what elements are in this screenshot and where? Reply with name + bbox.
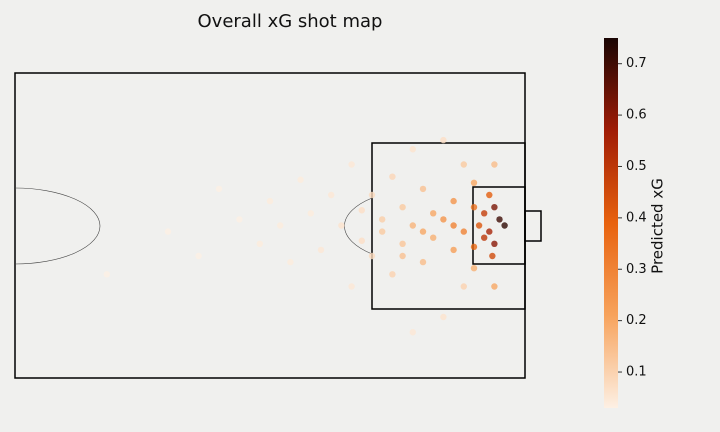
shot-point [409, 146, 416, 153]
shot-point [419, 228, 427, 235]
shot-point [481, 210, 488, 217]
colorbar-tick-label: 0.1 [626, 365, 647, 380]
shot-point [430, 234, 437, 241]
shot-point [491, 204, 498, 211]
shot-point [236, 216, 243, 223]
shot-point [491, 161, 498, 168]
shot-point [470, 179, 478, 186]
colorbar-tick-label: 0.2 [626, 313, 647, 328]
shot-point [307, 210, 314, 217]
shot-point [266, 197, 274, 205]
shot-point [430, 210, 437, 217]
shot-point [460, 283, 467, 290]
shot-point [419, 185, 427, 193]
shot-point [475, 222, 483, 229]
shot-point [358, 207, 365, 214]
shot-point [501, 222, 508, 229]
shot-point [297, 176, 304, 183]
shot-point [328, 191, 335, 199]
colorbar [604, 38, 618, 408]
shot-point [460, 228, 467, 235]
shot-point [379, 216, 386, 223]
shot-point [215, 185, 223, 193]
shot-point [368, 252, 376, 260]
shot-point [399, 240, 406, 247]
shot-point [256, 240, 263, 247]
shot-point [486, 191, 493, 199]
shot-point [389, 271, 396, 278]
shot-point [491, 240, 498, 247]
colorbar-tick-label: 0.3 [626, 262, 647, 277]
shot-point [277, 222, 284, 229]
shot-point [419, 258, 427, 266]
shot-point [470, 204, 478, 211]
shot-point [450, 197, 457, 205]
shot-point [368, 191, 376, 199]
shot-point [348, 161, 355, 168]
colorbar-tick-label: 0.5 [626, 159, 647, 174]
shot-point [358, 237, 365, 244]
shot-point [195, 252, 202, 260]
shot-point [409, 329, 416, 336]
colorbar-label: Predicted xG [649, 178, 667, 274]
shot-point [486, 228, 493, 235]
shot-point [440, 136, 447, 144]
shot-point [450, 222, 457, 229]
shot-point [338, 222, 345, 229]
shot-point [164, 228, 172, 235]
shot-point [348, 283, 355, 290]
shot-point [317, 246, 325, 254]
colorbar-tick-label: 0.7 [626, 56, 647, 71]
shot-point [489, 252, 496, 260]
shot-point [496, 216, 503, 223]
shot-point [103, 271, 111, 278]
shot-point [440, 216, 447, 223]
shot-point [389, 173, 396, 180]
shot-point [287, 258, 294, 266]
shot-point [409, 222, 416, 229]
shot-point [481, 234, 488, 241]
chart-title: Overall xG shot map [198, 11, 383, 32]
shot-point [450, 246, 457, 254]
shot-point [470, 265, 478, 272]
shot-point [440, 313, 447, 321]
shot-point [470, 243, 478, 251]
shot-point [491, 283, 498, 290]
shot-point [379, 228, 386, 235]
pitch [14, 72, 542, 379]
shot-point [399, 204, 406, 211]
colorbar-tick-label: 0.4 [626, 210, 647, 225]
colorbar-tick-label: 0.6 [626, 108, 647, 123]
shot-point [460, 161, 467, 168]
shot-point [399, 252, 406, 260]
